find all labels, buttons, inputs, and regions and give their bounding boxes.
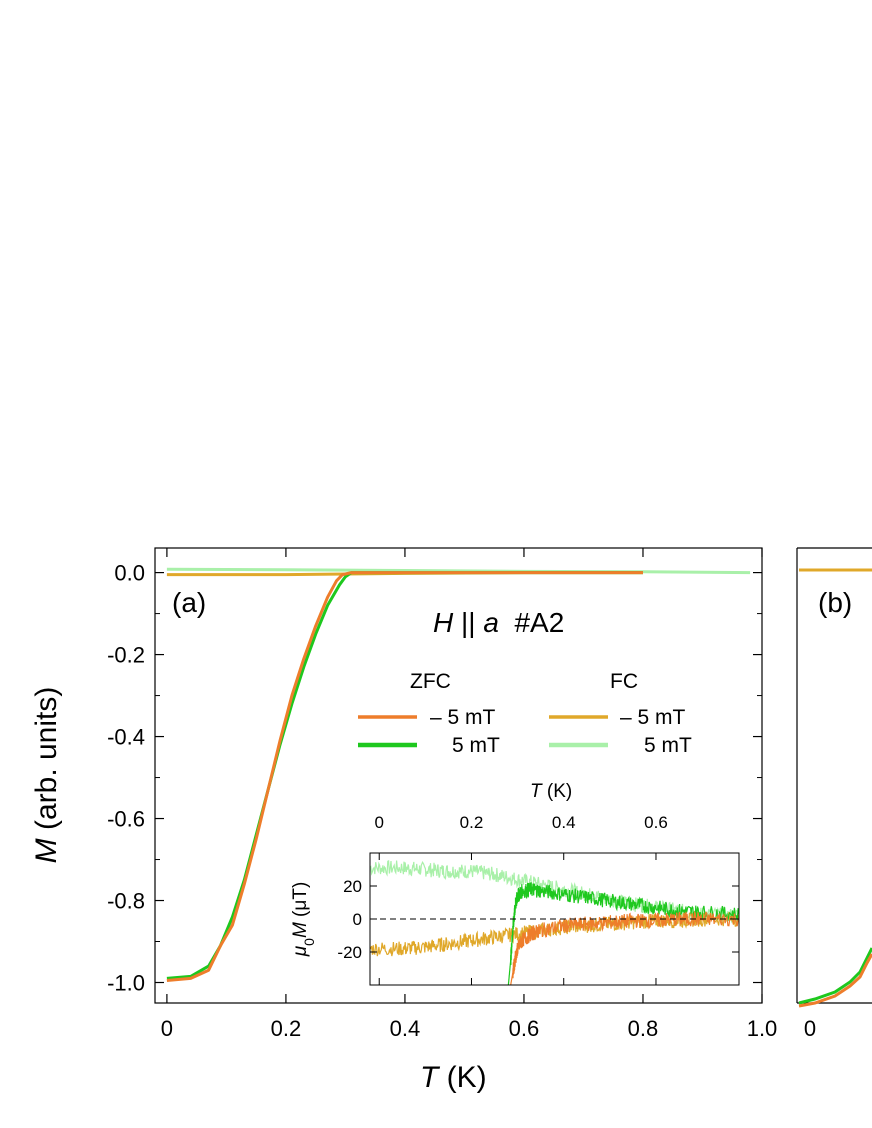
panel-a-label: (a) (172, 587, 206, 618)
panel-b-zfc-plus-curve (798, 947, 872, 1005)
inset-y-tick-label: 20 (343, 877, 362, 896)
inset-series-clip (370, 859, 739, 985)
panel-b-x-tick-label: 0 (804, 1016, 816, 1041)
x-tick-label: 0.8 (628, 1016, 659, 1041)
field-annotation: H || a #A2 (433, 607, 564, 638)
inset: 0 0.2 0.4 0.6 20 0 -20 T (K) μ0M (μT) (290, 781, 740, 986)
legend-header-zfc: ZFC (410, 670, 451, 693)
series-line-fc-plus (166, 567, 751, 575)
legend-label-fc-plus: 5 mT (644, 734, 692, 757)
panel-a: 0 0.2 0.4 0.6 0.8 1.00.0-0.2-0.4-0.6-0.8-1.0 … (30, 547, 777, 1094)
y-tick-label: -0.4 (107, 725, 145, 750)
inset-x-tick-label: 0.4 (552, 813, 576, 832)
y-tick-label: -0.2 (107, 643, 145, 668)
inset-series (370, 859, 739, 985)
y-tick-label: -0.8 (107, 889, 145, 914)
legend-label-zfc-minus: – 5 mT (430, 706, 496, 729)
x-tick-label: 1.0 (747, 1016, 778, 1041)
y-tick-label: 0.0 (114, 561, 145, 586)
x-tick-label: 0.4 (390, 1016, 421, 1041)
x-tick-label: 0 (161, 1016, 173, 1041)
y-tick-label: -1.0 (107, 971, 145, 996)
inset-y-tick-label: 0 (353, 910, 362, 929)
inset-x-tick-label: 0.2 (460, 813, 484, 832)
panel-b-label: (b) (818, 587, 852, 618)
inset-x-tick-label: 0.6 (644, 813, 668, 832)
panel-a-series (166, 567, 751, 982)
y-axis-label: M (arb. units) (30, 687, 63, 864)
inset-ticks: 0 0.2 0.4 0.6 20 0 -20 (337, 813, 739, 985)
y-tick-label: -0.6 (107, 807, 145, 832)
panel-a-frame (154, 547, 763, 1004)
inset-x-tick-label: 0 (374, 813, 383, 832)
inset-series-line-3 (510, 910, 739, 985)
panel-a-ticks: 0 0.2 0.4 0.6 0.8 1.0 0.0 -0.2 -0.4 -0.6 -0.8 -1.0 (107, 548, 777, 1041)
legend: ZFC FC – 5 mT 5 mT – 5 mT 5 mT (358, 670, 692, 757)
x-tick-label: 0.2 (271, 1016, 302, 1041)
inset-y-axis-label: μ0M (μT) (290, 882, 317, 958)
legend-label-fc-minus: – 5 mT (620, 706, 686, 729)
x-tick-label: 0.6 (509, 1016, 540, 1041)
series-line-zfc-minus (166, 571, 643, 982)
inset-x-axis-label: T (K) (530, 781, 572, 802)
inset-y-tick-label: -20 (337, 943, 362, 962)
panel-b-zfc-minus-curve (798, 953, 872, 1008)
inset-series-line-2 (507, 882, 739, 985)
legend-label-zfc-plus: 5 mT (452, 734, 500, 757)
legend-header-fc: FC (610, 670, 638, 693)
panel-b: (b) 0 (796, 547, 872, 1041)
x-axis-label: T (K) (420, 1061, 487, 1094)
